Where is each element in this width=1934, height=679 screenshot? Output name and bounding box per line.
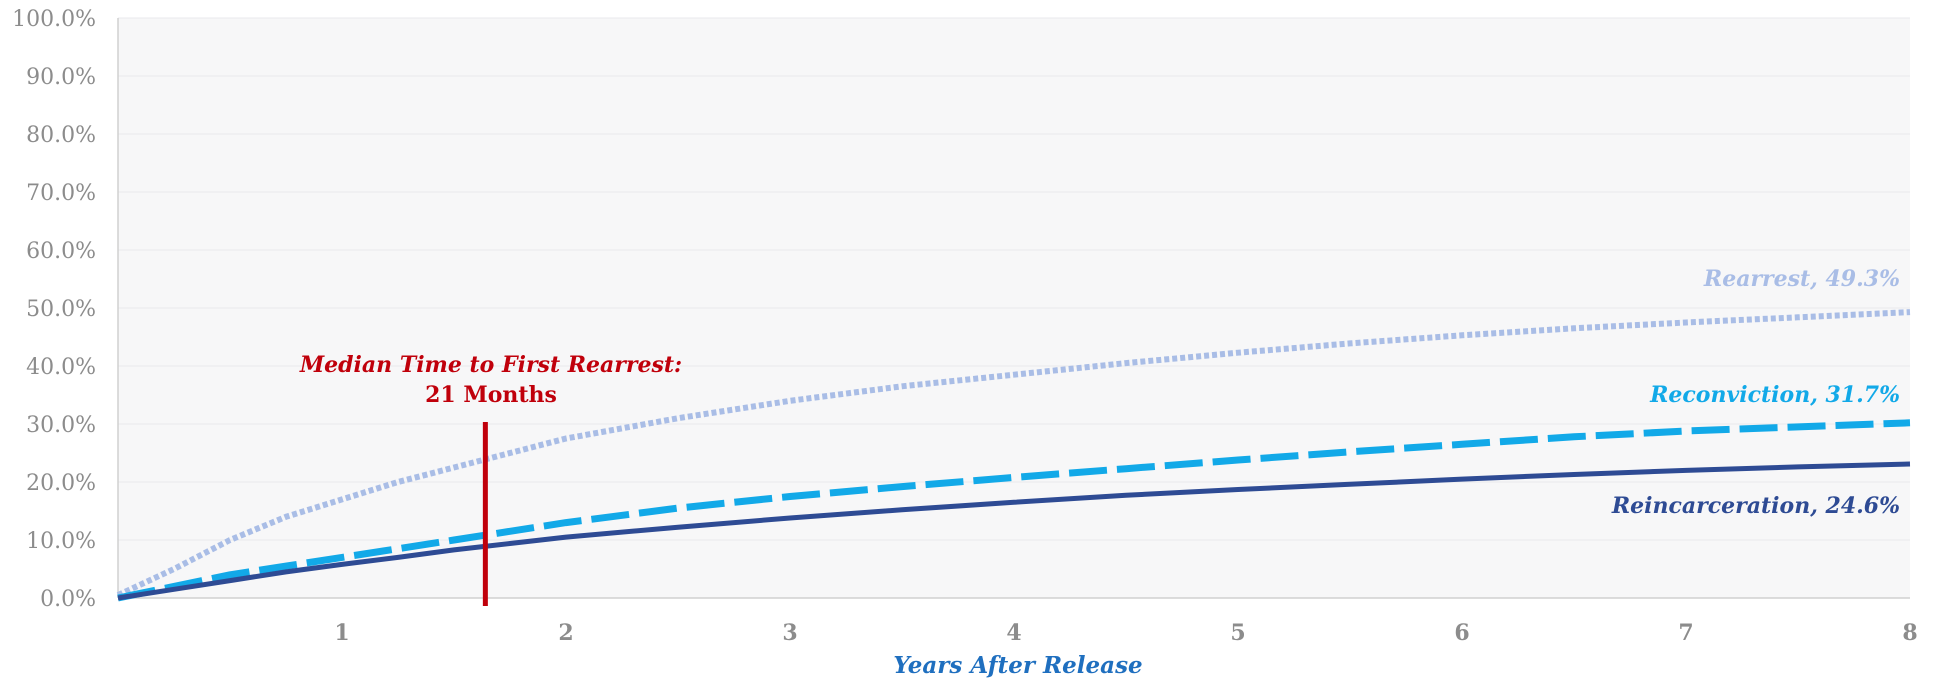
y-tick-label: 60.0% [26, 239, 96, 264]
median-annotation-line1: Median Time to First Rearrest: [299, 352, 682, 378]
series-label-reincarceration: Reincarceration, 24.6% [1611, 493, 1900, 519]
x-tick-label: 3 [782, 620, 797, 646]
median-annotation-line2: 21 Months [425, 382, 557, 408]
y-tick-label: 40.0% [26, 355, 96, 380]
series-line-reconviction [117, 419, 1911, 602]
y-tick-label: 0.0% [40, 587, 96, 612]
series-label-rearrest: Rearrest, 49.3% [1703, 266, 1900, 292]
y-tick-label: 70.0% [26, 181, 96, 206]
x-tick-label: 4 [1006, 620, 1021, 646]
y-tick-label: 30.0% [26, 413, 96, 438]
y-axis-ticks: 0.0% 10.0% 20.0% 30.0% 40.0% 50.0% 60.0% 70.0% 8… [12, 7, 96, 612]
y-tick-label: 90.0% [26, 65, 96, 90]
x-tick-label: 1 [334, 620, 349, 646]
x-tick-label: 6 [1454, 620, 1469, 646]
y-tick-label: 20.0% [26, 471, 96, 496]
series-label-reconviction: Reconviction, 31.7% [1649, 382, 1900, 408]
x-axis-title: Years After Release [893, 652, 1142, 679]
series-labels: Rearrest, 49.3% Reconviction, 31.7% Reinca… [1611, 266, 1900, 519]
x-axis-ticks: 1 2 3 4 5 6 7 8 [334, 620, 1917, 646]
grid-lines [118, 17, 1910, 599]
x-tick-label: 7 [1678, 620, 1693, 646]
y-tick-label: 50.0% [26, 297, 96, 322]
y-tick-label: 80.0% [26, 123, 96, 148]
x-tick-label: 2 [558, 620, 573, 646]
x-tick-label: 8 [1902, 620, 1917, 646]
series-line-reincarceration [117, 461, 1911, 601]
y-tick-label: 100.0% [12, 7, 96, 32]
x-tick-label: 5 [1230, 620, 1245, 646]
y-tick-label: 10.0% [26, 529, 96, 554]
series-lines [116, 309, 1911, 602]
